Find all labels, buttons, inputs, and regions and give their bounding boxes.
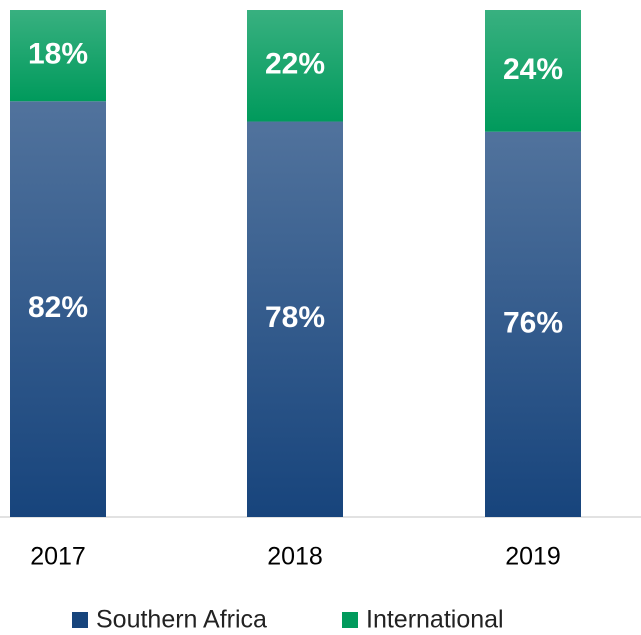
bar-segment [10, 10, 106, 102]
value-label: 22% [265, 48, 325, 81]
x-tick-label: 2018 [267, 543, 323, 571]
x-tick-label: 2017 [30, 543, 86, 571]
legend-swatch [72, 612, 88, 628]
value-label: 76% [503, 306, 563, 339]
value-label: 24% [503, 53, 563, 86]
legend-swatch [342, 612, 358, 628]
value-label: 78% [265, 301, 325, 334]
bar-segment [247, 121, 343, 517]
bar-segment [247, 10, 343, 122]
value-label: 18% [28, 38, 88, 71]
bar-segment [485, 10, 581, 132]
x-tick-label: 2019 [505, 543, 561, 571]
value-label: 82% [28, 291, 88, 324]
legend-label: Southern Africa [96, 606, 267, 634]
bar-segment [10, 101, 106, 517]
bar-segment [485, 131, 581, 517]
legend-label: International [366, 606, 504, 634]
